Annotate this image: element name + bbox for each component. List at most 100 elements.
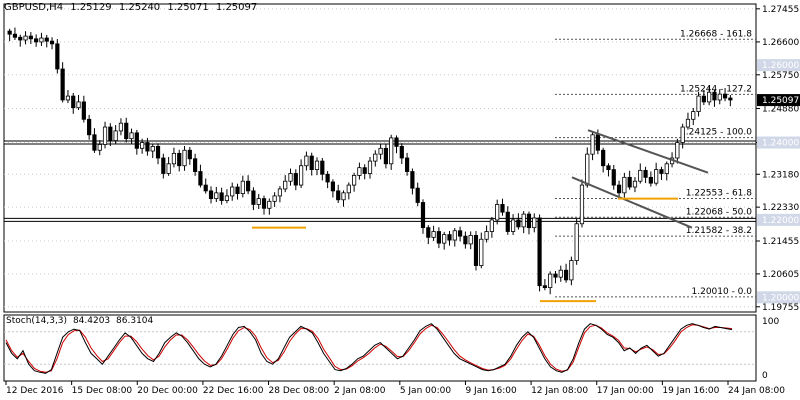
candle-body	[346, 184, 351, 194]
candle-body	[632, 180, 638, 188]
candle-body	[272, 195, 277, 202]
stoch-main-value: 84.4203	[72, 316, 111, 326]
candle-body	[701, 95, 706, 103]
candle-body	[92, 134, 97, 151]
candle-body	[532, 217, 537, 229]
chart-header: GBPUSD,H4 1.25129 1.25240 1.25071 1.2509…	[4, 2, 261, 13]
candle-body	[124, 122, 129, 140]
candle-body	[526, 213, 532, 229]
candle-body	[463, 235, 468, 245]
candle-body	[622, 176, 627, 194]
candle-body	[648, 176, 653, 184]
candle-body	[627, 176, 632, 188]
candle-body	[108, 126, 113, 141]
candle-body	[299, 165, 304, 186]
candle-body	[500, 204, 505, 213]
candle-body	[129, 132, 134, 140]
candle-body	[489, 219, 494, 232]
candle-body	[659, 169, 664, 174]
candle-body	[728, 97, 733, 101]
fib-label: 1.20010 - 0.0	[692, 287, 753, 297]
candle-body	[314, 160, 320, 171]
candle-body	[12, 33, 18, 38]
candle-body	[118, 122, 124, 132]
candle-body	[696, 95, 701, 112]
channel-lower-line	[571, 176, 693, 229]
level-badge	[757, 136, 800, 149]
candle-body	[548, 273, 553, 289]
candle-body	[680, 126, 685, 143]
candle-body	[352, 175, 357, 186]
x-tick-label: 5 Jan 00:00	[400, 386, 452, 396]
x-tick-label: 20 Dec 00:00	[137, 386, 198, 396]
candle-body	[325, 173, 330, 183]
fib-label: 1.21582 - 38.2	[686, 226, 752, 236]
stoch-label: Stoch(14,3,3)	[6, 316, 68, 326]
time-axis: 12 Dec 2016 15 Dec 08:00 20 Dec 00:00 22 De…	[5, 381, 785, 396]
candle-body	[521, 213, 526, 228]
candle-body	[39, 37, 44, 43]
fib-label: 1.26668 - 161.8	[680, 29, 752, 39]
symbol-label: GBPUSD,H4	[4, 2, 64, 13]
candle-body	[473, 234, 479, 266]
candle-body	[643, 169, 648, 178]
candle-body	[510, 219, 516, 232]
candle-body	[585, 153, 590, 186]
candle-body	[330, 181, 336, 192]
candle-body	[230, 186, 235, 197]
candle-body	[208, 190, 214, 200]
candle-body	[367, 160, 373, 174]
support-resistance-lines	[4, 140, 756, 222]
candle-body	[304, 155, 309, 167]
candle-body	[240, 180, 245, 194]
candle-body	[23, 35, 28, 41]
candle-body	[691, 111, 696, 120]
fib-label: 1.24125 - 100.0	[680, 128, 752, 138]
y-tick-label: 1.25750	[762, 71, 799, 81]
open-value: 1.25129	[70, 2, 112, 13]
level-badge-label: 1.20000	[762, 293, 799, 303]
candle-body	[495, 204, 500, 221]
y-tick-label: 1.26600	[762, 38, 799, 48]
candle-body	[601, 149, 606, 167]
candle-body	[336, 190, 341, 201]
candle-body	[28, 35, 33, 40]
candle-body	[277, 188, 283, 197]
candle-body	[468, 234, 473, 245]
fibonacci-levels: 1.26668 - 161.8 1.25244 - 127.2 1.24125 - …	[555, 29, 756, 298]
x-tick-label: 28 Dec 08:00	[269, 386, 330, 396]
stochastic-panel: 100 0	[4, 317, 779, 381]
y-tick-label: 1.22330	[762, 203, 799, 213]
candle-body	[654, 169, 659, 184]
y-tick-label: 1.24880	[762, 104, 799, 114]
candle-body	[81, 101, 86, 120]
candle-body	[357, 167, 362, 176]
candle-body	[55, 43, 60, 70]
candle-body	[155, 145, 161, 159]
candle-body	[362, 167, 367, 174]
candle-body	[320, 160, 325, 175]
candle-body	[542, 285, 547, 289]
stoch-signal-line	[5, 324, 733, 373]
candle-body	[177, 152, 182, 167]
candle-body	[611, 169, 616, 186]
x-tick-label: 17 Jan 00:00	[597, 386, 654, 396]
close-value: 1.25097	[215, 2, 258, 13]
y-tick-label: 1.19755	[762, 303, 799, 313]
current-price-label: 1.25097	[762, 96, 799, 106]
y-tick-label: 1.20605	[762, 270, 799, 280]
x-tick-label: 12 Jan 08:00	[531, 386, 588, 396]
candle-body	[102, 126, 108, 145]
candle-body	[214, 192, 219, 200]
candle-body	[150, 145, 155, 152]
channel-upper-line	[587, 129, 709, 174]
price-axis: 1.27455 1.26600 1.25750 1.24880 1.24000 1.231…	[756, 5, 800, 313]
candle-body	[71, 95, 76, 109]
candle-body	[505, 211, 510, 232]
candle-body	[235, 186, 240, 194]
candle-body	[76, 101, 81, 109]
x-tick-label: 12 Dec 2016	[6, 386, 64, 396]
candle-body	[44, 37, 49, 42]
grid	[3, 3, 757, 382]
